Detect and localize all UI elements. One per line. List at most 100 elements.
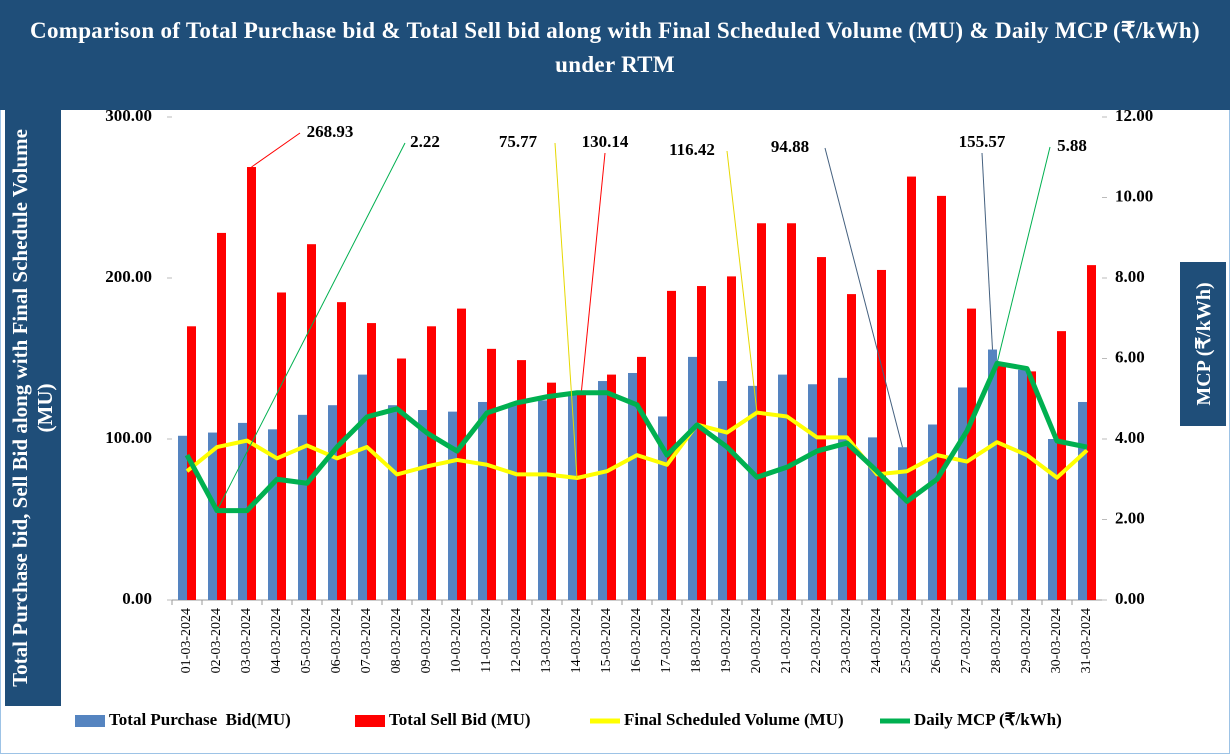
x-tick-label: 24-03-2024 xyxy=(869,608,884,673)
bar xyxy=(868,437,877,600)
bar xyxy=(538,400,547,600)
bar xyxy=(358,374,367,600)
bar xyxy=(577,390,586,600)
y2-tick-label: 0.00 xyxy=(1115,589,1145,608)
bar xyxy=(988,349,997,600)
x-tick-label: 20-03-2024 xyxy=(749,608,764,673)
x-tick-label: 10-03-2024 xyxy=(449,608,464,673)
x-tick-label: 01-03-2024 xyxy=(179,608,194,673)
bar xyxy=(1057,331,1066,600)
data-label: 130.14 xyxy=(582,132,629,151)
x-tick-label: 13-03-2024 xyxy=(539,608,554,673)
bar xyxy=(667,290,676,600)
bar xyxy=(748,385,757,600)
bar xyxy=(1087,265,1096,600)
legend-swatch xyxy=(75,715,105,727)
bar xyxy=(787,223,796,600)
bar xyxy=(607,374,616,600)
leader-line xyxy=(554,142,578,479)
bar xyxy=(658,416,667,600)
bar xyxy=(898,447,907,600)
bar xyxy=(487,348,496,600)
data-label: 75.77 xyxy=(499,132,538,151)
x-tick-label: 04-03-2024 xyxy=(269,608,284,673)
data-label: 94.88 xyxy=(771,137,809,156)
x-tick-label: 02-03-2024 xyxy=(209,608,224,673)
x-tick-label: 11-03-2024 xyxy=(479,608,494,673)
legend-label: Total Purchase Bid(MU) xyxy=(109,710,291,729)
bar xyxy=(457,308,466,600)
x-tick-label: 15-03-2024 xyxy=(599,608,614,673)
bar xyxy=(268,429,277,600)
bar xyxy=(547,382,556,600)
bar xyxy=(688,356,697,600)
bar xyxy=(628,372,637,600)
y2-tick-label: 6.00 xyxy=(1115,347,1145,366)
x-tick-label: 17-03-2024 xyxy=(659,608,674,673)
bar xyxy=(508,405,517,600)
bar xyxy=(778,374,787,600)
bar xyxy=(217,232,226,601)
bar xyxy=(1078,401,1087,600)
data-label: 268.93 xyxy=(307,122,354,141)
leader-line xyxy=(981,152,993,350)
y-tick-label: 100.00 xyxy=(105,428,152,447)
bar xyxy=(517,360,526,600)
bar xyxy=(277,292,286,600)
bar xyxy=(958,387,967,600)
y2-tick-label: 8.00 xyxy=(1115,267,1145,286)
y-tick-label: 200.00 xyxy=(105,267,152,286)
legend-label: Total Sell Bid (MU) xyxy=(389,710,531,729)
bar xyxy=(808,384,817,600)
bar xyxy=(208,432,217,600)
bar xyxy=(307,244,316,600)
x-tick-label: 16-03-2024 xyxy=(629,608,644,673)
x-tick-label: 12-03-2024 xyxy=(509,608,524,673)
line xyxy=(184,360,1088,514)
bar xyxy=(997,363,1006,600)
y2-tick-label: 10.00 xyxy=(1115,186,1153,205)
legend-label: Final Scheduled Volume (MU) xyxy=(624,710,844,729)
bar xyxy=(397,358,406,600)
bar xyxy=(1048,439,1057,600)
x-tick-label: 29-03-2024 xyxy=(1019,608,1034,673)
leader-line xyxy=(824,147,903,448)
x-tick-label: 08-03-2024 xyxy=(389,608,404,673)
bar xyxy=(298,414,307,600)
x-tick-label: 14-03-2024 xyxy=(569,608,584,673)
bar xyxy=(568,393,577,600)
y-tick-label: 300.00 xyxy=(105,106,152,125)
x-tick-label: 18-03-2024 xyxy=(689,608,704,673)
x-tick-label: 19-03-2024 xyxy=(719,608,734,673)
leader-line xyxy=(726,150,758,413)
x-tick-label: 06-03-2024 xyxy=(329,608,344,673)
data-label: 2.22 xyxy=(410,132,440,151)
bar xyxy=(928,424,937,600)
x-tick-label: 07-03-2024 xyxy=(359,608,374,673)
x-tick-label: 09-03-2024 xyxy=(419,608,434,673)
x-tick-label: 25-03-2024 xyxy=(899,608,914,673)
bar xyxy=(1018,369,1027,600)
bar xyxy=(838,377,847,600)
bar xyxy=(448,411,457,600)
leader-line xyxy=(251,132,301,168)
y2-tick-label: 12.00 xyxy=(1115,106,1153,125)
bar xyxy=(907,176,916,600)
bar xyxy=(367,323,376,600)
bar xyxy=(817,257,826,600)
x-tick-label: 27-03-2024 xyxy=(959,608,974,673)
bar xyxy=(388,405,397,600)
x-tick-label: 22-03-2024 xyxy=(809,608,824,673)
bar xyxy=(637,356,646,600)
x-tick-label: 30-03-2024 xyxy=(1049,608,1064,673)
y2-tick-label: 4.00 xyxy=(1115,428,1145,447)
x-tick-label: 26-03-2024 xyxy=(929,608,944,673)
legend-label: Daily MCP (₹/kWh) xyxy=(914,710,1062,729)
bar xyxy=(247,167,256,600)
leader-line xyxy=(581,152,606,391)
bar xyxy=(328,405,337,600)
bar xyxy=(967,308,976,600)
bar xyxy=(418,410,427,600)
